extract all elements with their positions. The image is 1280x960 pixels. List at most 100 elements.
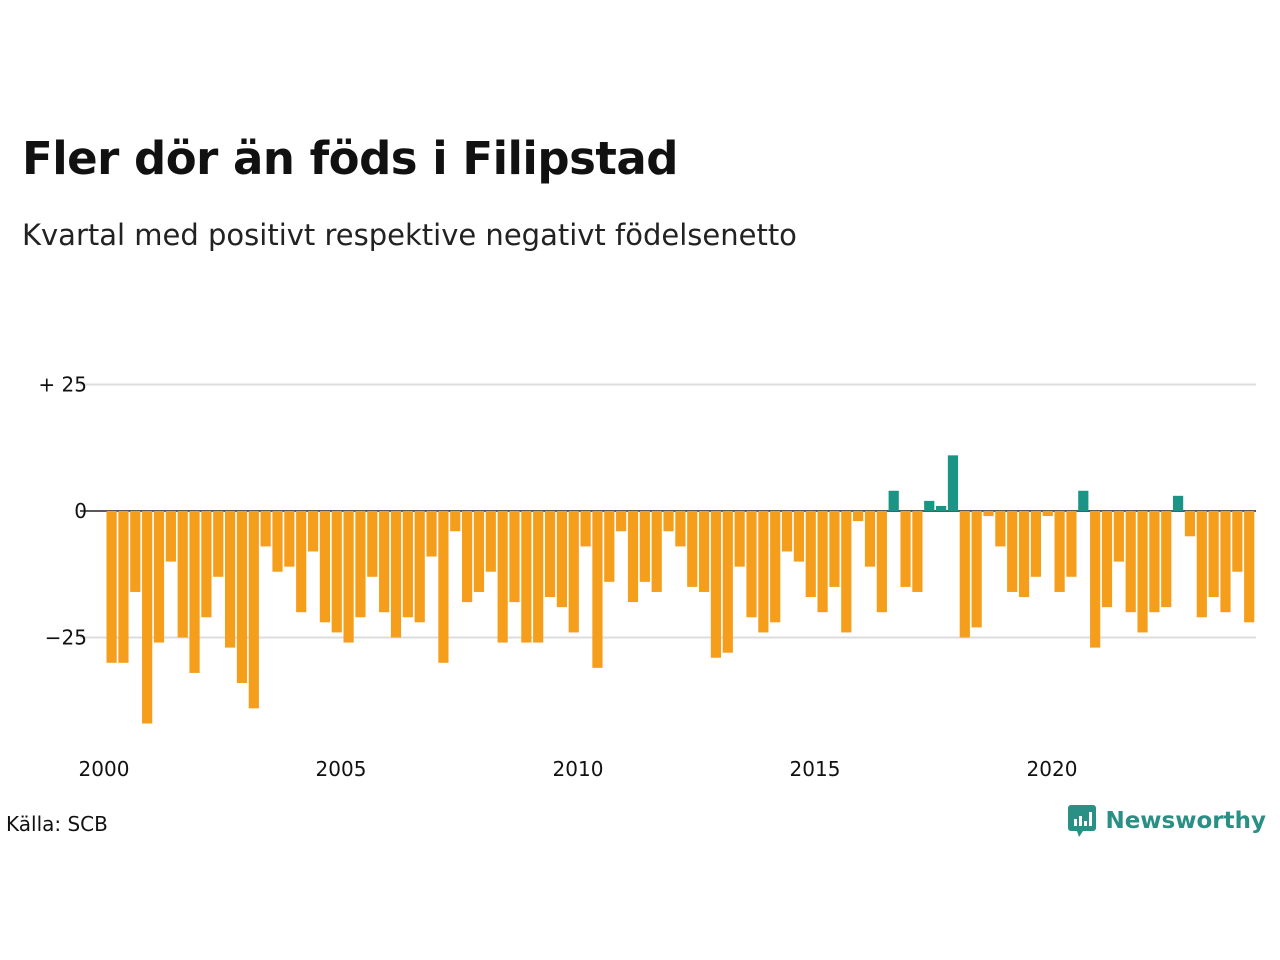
bar-negative bbox=[450, 511, 461, 532]
newsworthy-logo-icon bbox=[1068, 805, 1097, 837]
y-axis-ticks: + 25 0 −25 bbox=[38, 373, 87, 650]
bar-negative bbox=[722, 511, 733, 653]
bar-negative bbox=[746, 511, 757, 618]
bar-negative bbox=[272, 511, 283, 572]
bar-negative bbox=[699, 511, 710, 592]
bar-negative bbox=[390, 511, 402, 638]
bar-negative bbox=[284, 511, 295, 567]
bar-negative bbox=[1196, 511, 1207, 618]
bar-negative bbox=[1208, 511, 1219, 598]
bar-negative bbox=[734, 511, 745, 567]
bar-negative bbox=[651, 511, 662, 592]
bar-negative bbox=[213, 511, 224, 577]
bar-positive bbox=[888, 490, 899, 511]
bar-negative bbox=[201, 511, 212, 618]
x-tick-label: 2015 bbox=[790, 757, 841, 781]
bar-negative bbox=[580, 511, 591, 547]
bar-negative bbox=[473, 511, 485, 592]
bar-negative bbox=[817, 511, 828, 613]
bar-negative bbox=[367, 511, 378, 577]
bar-negative bbox=[414, 511, 425, 623]
bar-negative bbox=[497, 511, 508, 643]
bars bbox=[106, 455, 1255, 724]
bar-negative bbox=[379, 511, 390, 613]
bar-negative bbox=[1054, 511, 1065, 592]
bar-negative bbox=[426, 511, 437, 557]
brand-name: Newsworthy bbox=[1105, 808, 1266, 834]
bar-negative bbox=[568, 511, 579, 633]
bar-negative bbox=[604, 511, 615, 582]
y-tick-label: −25 bbox=[45, 626, 87, 650]
x-axis-ticks: 2000 2005 2010 2015 2020 bbox=[79, 757, 1078, 781]
bar-negative bbox=[900, 511, 911, 587]
bar-negative bbox=[225, 511, 236, 648]
bar-negative bbox=[1030, 511, 1041, 577]
bar-negative bbox=[758, 511, 769, 633]
chart-subtitle: Kvartal med positivt respektive negativt… bbox=[22, 218, 797, 252]
bar-negative bbox=[829, 511, 840, 587]
y-tick-label: + 25 bbox=[38, 373, 87, 397]
bar-negative bbox=[296, 511, 307, 613]
bar-negative bbox=[876, 511, 887, 613]
brand-logo: Newsworthy bbox=[1067, 804, 1266, 838]
bar-negative bbox=[130, 511, 141, 592]
x-tick-label: 2010 bbox=[553, 757, 604, 781]
y-tick-label: 0 bbox=[74, 499, 87, 523]
x-tick-label: 2005 bbox=[316, 757, 367, 781]
bar-negative bbox=[307, 511, 319, 552]
bar-negative bbox=[639, 511, 650, 582]
x-tick-label: 2000 bbox=[79, 757, 130, 781]
bar-negative bbox=[355, 511, 366, 618]
bar-negative bbox=[343, 511, 354, 643]
bar-negative bbox=[1220, 511, 1231, 613]
bar-negative bbox=[995, 511, 1006, 547]
bar-negative bbox=[1161, 511, 1172, 608]
bar-negative bbox=[592, 511, 603, 668]
bar-negative bbox=[853, 511, 864, 522]
bar-negative bbox=[781, 511, 793, 552]
bar-negative bbox=[556, 511, 567, 608]
bar-negative bbox=[1113, 511, 1124, 562]
bar-positive bbox=[1078, 490, 1089, 511]
bar-negative bbox=[236, 511, 248, 684]
bar-negative bbox=[959, 511, 970, 638]
bar-negative bbox=[165, 511, 176, 562]
bar-negative bbox=[106, 511, 117, 663]
bar-negative bbox=[793, 511, 804, 562]
bar-negative bbox=[438, 511, 449, 663]
bar-negative bbox=[248, 511, 259, 709]
source-note: Källa: SCB bbox=[6, 812, 108, 836]
bar-negative bbox=[1184, 511, 1196, 537]
bar-negative bbox=[462, 511, 473, 603]
x-tick-label: 2020 bbox=[1027, 757, 1078, 781]
bar-negative bbox=[1244, 511, 1255, 623]
bar-negative bbox=[260, 511, 271, 547]
bar-negative bbox=[142, 511, 153, 724]
bar-negative bbox=[770, 511, 781, 623]
bar-negative bbox=[983, 511, 994, 517]
bar-positive bbox=[1173, 495, 1184, 511]
bar-negative bbox=[1090, 511, 1101, 648]
bar-negative bbox=[1149, 511, 1160, 613]
chart-title: Fler dör än föds i Filipstad bbox=[22, 132, 678, 185]
bar-negative bbox=[627, 511, 639, 603]
bar-negative bbox=[189, 511, 200, 673]
bar-negative bbox=[544, 511, 556, 598]
bar-negative bbox=[1125, 511, 1136, 613]
bar-positive bbox=[936, 505, 947, 511]
bar-negative bbox=[1101, 511, 1113, 608]
bar-negative bbox=[616, 511, 627, 532]
bar-negative bbox=[402, 511, 413, 618]
bar-negative bbox=[805, 511, 816, 598]
bar-negative bbox=[533, 511, 544, 643]
bar-negative bbox=[663, 511, 674, 532]
bar-negative bbox=[675, 511, 686, 547]
bar-negative bbox=[1137, 511, 1148, 633]
bar-negative bbox=[153, 511, 165, 643]
bar-negative bbox=[971, 511, 982, 628]
bar-negative bbox=[1007, 511, 1018, 592]
bar-negative bbox=[1232, 511, 1243, 572]
bar-negative bbox=[710, 511, 722, 658]
bar-negative bbox=[864, 511, 876, 567]
